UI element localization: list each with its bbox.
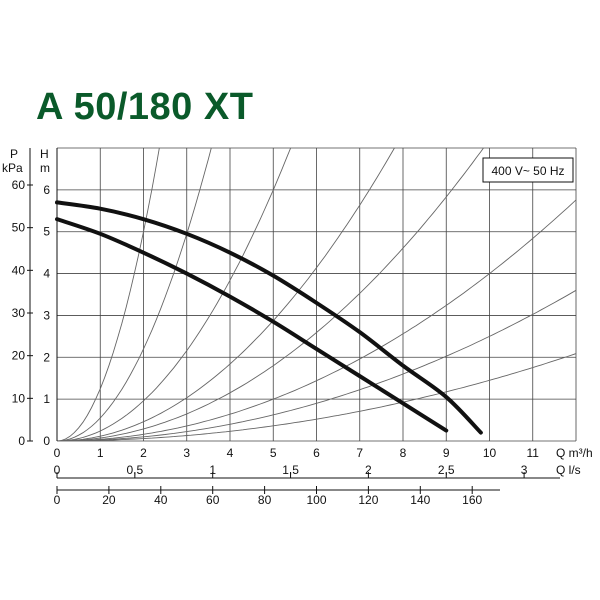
chart-title: A 50/180 XT xyxy=(36,86,254,128)
q-lmin-tick-label: 160 xyxy=(462,493,482,507)
q-lmin-tick-label: 100 xyxy=(306,493,326,507)
h-tick-label: 2 xyxy=(43,350,50,364)
pump-curves xyxy=(55,200,483,435)
p-tick-label: 10 xyxy=(12,391,26,405)
pump-curve-2 xyxy=(55,217,449,433)
annotation-text: 400 V~ 50 Hz xyxy=(491,164,564,178)
q-ls-tick-label: 0 xyxy=(54,463,61,477)
q-m3h-tick-label: 7 xyxy=(356,446,363,460)
system-curves xyxy=(57,148,576,441)
p-tick-label: 20 xyxy=(12,349,26,363)
q-lmin-tick-label: 20 xyxy=(102,493,116,507)
p-axis-unit: kPa xyxy=(2,161,23,175)
q-lmin-tick-label: 0 xyxy=(54,493,61,507)
q-ls-tick-label: 3 xyxy=(521,463,528,477)
p-tick-label: 30 xyxy=(12,306,26,320)
annotation-box: 400 V~ 50 Hz xyxy=(482,157,574,183)
system-curve xyxy=(57,289,576,441)
q-m3h-tick-label: 3 xyxy=(183,446,190,460)
grid xyxy=(56,147,577,442)
pump-curve-1 xyxy=(55,200,483,435)
system-curve xyxy=(57,148,395,441)
q-ls-tick-label: 0,5 xyxy=(127,463,144,477)
q-lmin-tick-label: 60 xyxy=(206,493,220,507)
system-curve xyxy=(57,148,212,441)
q-m3h-tick-label: 5 xyxy=(270,446,277,460)
q-m3h-axis-label: Q m³/h xyxy=(556,446,593,460)
h-axis-label: H xyxy=(40,147,49,161)
h-axis-unit: m xyxy=(40,161,50,175)
q-ls-tick-label: 2 xyxy=(365,463,372,477)
system-curve xyxy=(57,148,485,441)
q-ls-tick-label: 1 xyxy=(209,463,216,477)
system-curve xyxy=(57,199,576,441)
q-ls-tick-label: 2,5 xyxy=(438,463,455,477)
h-tick-label: 0 xyxy=(43,434,50,448)
q-m3h-tick-label: 0 xyxy=(54,446,61,460)
h-tick-label: 1 xyxy=(43,392,50,406)
q-m3h-tick-label: 8 xyxy=(400,446,407,460)
q-m3h-tick-label: 9 xyxy=(443,446,450,460)
q-m3h-tick-label: 11 xyxy=(527,446,540,460)
h-tick-label: 3 xyxy=(43,308,50,322)
q-m3h-tick-label: 1 xyxy=(97,446,104,460)
h-tick-label: 5 xyxy=(43,225,50,239)
q-m3h-tick-label: 4 xyxy=(227,446,234,460)
p-axis-label: P xyxy=(10,147,18,161)
h-tick-label: 6 xyxy=(43,183,50,197)
p-tick-label: 40 xyxy=(12,263,26,277)
q-lmin-tick-label: 80 xyxy=(258,493,272,507)
p-tick-label: 50 xyxy=(12,221,26,235)
q-m3h-tick-label: 2 xyxy=(140,446,147,460)
p-tick-label: 0 xyxy=(18,434,25,448)
h-tick-label: 4 xyxy=(43,267,50,281)
q-ls-tick-label: 1,5 xyxy=(282,463,299,477)
q-m3h-tick-label: 10 xyxy=(483,446,497,460)
q-ls-axis-label: Q l/s xyxy=(556,463,581,477)
system-curve xyxy=(57,148,292,441)
q-m3h-tick-label: 6 xyxy=(313,446,320,460)
q-lmin-tick-label: 140 xyxy=(410,493,430,507)
annotation-frame xyxy=(482,157,574,183)
system-curve xyxy=(57,148,160,441)
q-lmin-tick-label: 40 xyxy=(154,493,168,507)
q-lmin-tick-label: 120 xyxy=(358,493,378,507)
system-curve xyxy=(57,353,576,441)
p-tick-label: 60 xyxy=(12,178,26,192)
